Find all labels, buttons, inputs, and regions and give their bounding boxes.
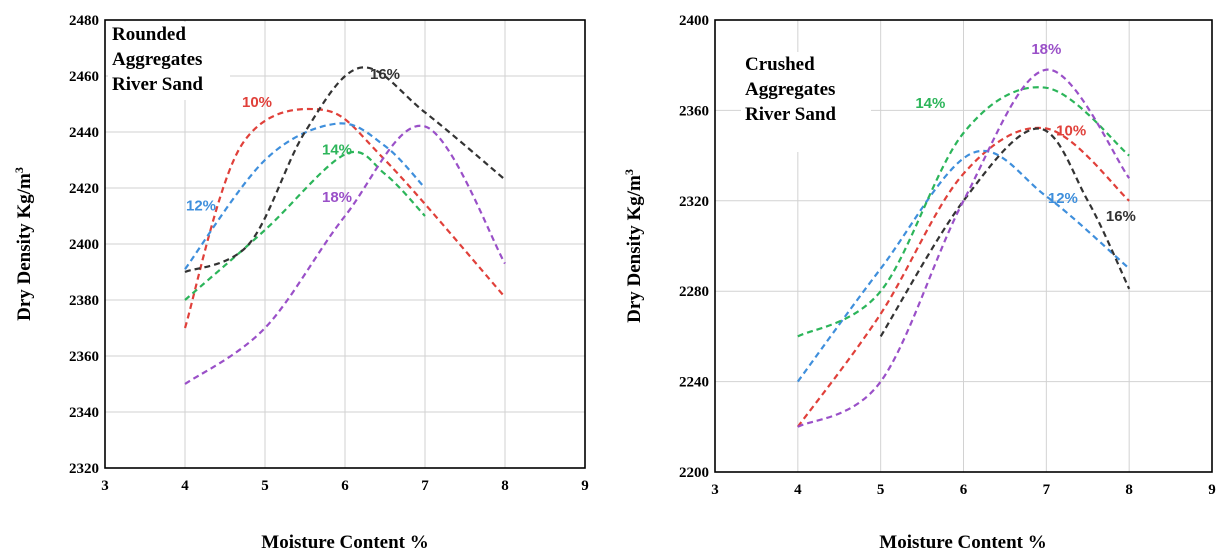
y-tick-label: 2240 — [679, 375, 709, 391]
y-axis-unit: Kg/m — [14, 173, 35, 219]
series-label: 10% — [1056, 122, 1086, 139]
x-axis-title: Moisture Content % — [261, 532, 428, 553]
y-tick-label: 2400 — [69, 237, 99, 253]
y-axis-title: Dry Density Kg/m3 — [12, 167, 35, 321]
y-tick-label: 2360 — [69, 349, 99, 365]
series-label: 16% — [370, 66, 400, 83]
y-tick-label: 2400 — [679, 13, 709, 29]
plot-frame — [104, 19, 586, 469]
annotation-box — [741, 52, 871, 152]
x-tick-label: 7 — [421, 478, 429, 494]
x-tick-label: 3 — [711, 482, 719, 498]
annotation-line: River Sand — [112, 74, 203, 95]
y-tick-label: 2340 — [69, 405, 99, 421]
series-line-12pct — [796, 150, 1130, 383]
series-label: 14% — [915, 95, 945, 112]
x-tick-label: 8 — [501, 478, 509, 494]
series-label: 12% — [1048, 190, 1078, 207]
x-tick-label: 8 — [1125, 482, 1133, 498]
y-axis-unit-superscript: 3 — [12, 167, 26, 173]
y-tick-label: 2200 — [679, 465, 709, 481]
y-tick-label: 2480 — [69, 13, 99, 29]
x-axis-title: Moisture Content % — [879, 532, 1046, 553]
y-tick-label: 2280 — [679, 284, 709, 300]
series-label: 18% — [322, 189, 352, 206]
y-axis-title-text: Dry Density — [624, 221, 645, 323]
x-tick-label: 7 — [1043, 482, 1051, 498]
y-tick-label: 2320 — [679, 194, 709, 210]
series-line-14pct — [184, 150, 426, 301]
y-axis-unit-superscript: 3 — [622, 169, 636, 175]
y-tick-label: 2360 — [679, 103, 709, 119]
x-tick-label: 4 — [794, 482, 802, 498]
series-label: 10% — [242, 94, 272, 111]
x-tick-label: 5 — [261, 478, 269, 494]
y-tick-label: 2380 — [69, 293, 99, 309]
plot-frame — [714, 19, 1213, 473]
annotation-line: River Sand — [745, 104, 836, 125]
y-tick-label: 2440 — [69, 125, 99, 141]
series-label: 14% — [322, 141, 352, 158]
series-line-10pct — [183, 107, 506, 329]
x-tick-label: 6 — [341, 478, 349, 494]
y-axis-title-text: Dry Density — [14, 219, 35, 321]
annotation-line: Aggregates — [745, 79, 835, 100]
series-line-14pct — [797, 86, 1130, 338]
chart-2: 2200 2240 2280 2320 2360 2400 3 4 5 6 7 8 9 Moisture … — [622, 13, 1216, 553]
series-line-12pct — [184, 122, 426, 270]
annotation-line: Rounded — [112, 24, 186, 45]
series-label: 12% — [186, 197, 216, 214]
annotation-line: Crushed — [745, 54, 815, 75]
annotation-box — [108, 22, 230, 100]
y-tick-label: 2460 — [69, 69, 99, 85]
chart-1: 2320 2340 2360 2380 2400 2420 2440 2460 2480 3 4 5 6… — [12, 13, 589, 553]
series-label: 16% — [1106, 208, 1136, 225]
y-axis-title: Dry Density Kg/m3 — [622, 169, 645, 323]
x-tick-label: 6 — [960, 482, 968, 498]
y-tick-label: 2320 — [69, 461, 99, 477]
x-tick-label: 4 — [181, 478, 189, 494]
series-line-18pct — [797, 68, 1131, 428]
x-tick-label: 9 — [1208, 482, 1216, 498]
y-axis-unit: Kg/m — [624, 175, 645, 221]
x-tick-label: 3 — [101, 478, 109, 494]
x-tick-label: 5 — [877, 482, 885, 498]
series-line-16pct — [184, 66, 506, 274]
series-line-18pct — [184, 124, 506, 385]
annotation-line: Aggregates — [112, 49, 202, 70]
y-tick-label: 2420 — [69, 181, 99, 197]
series-label: 18% — [1031, 41, 1061, 58]
x-tick-label: 9 — [581, 478, 589, 494]
